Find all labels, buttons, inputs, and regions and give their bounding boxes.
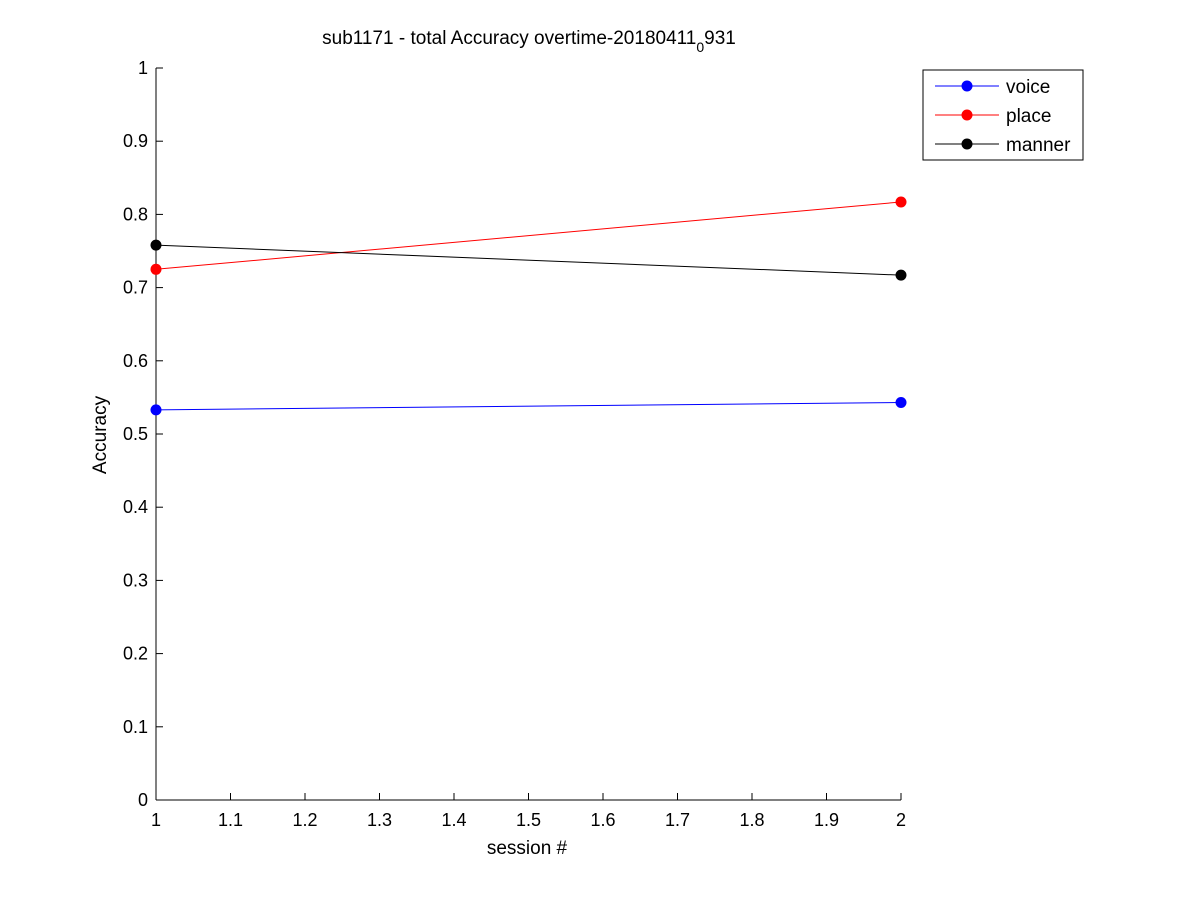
- data-point-manner: [150, 239, 162, 251]
- series-line-voice: [155, 402, 902, 411]
- legend-marker-place: [961, 109, 973, 121]
- legend-entry-voice: voice: [935, 77, 1050, 98]
- x-tick-label: 1.2: [292, 810, 317, 830]
- y-tick-label: 0.8: [123, 204, 148, 224]
- legend: voice place manner: [922, 69, 1084, 161]
- legend-label-voice: voice: [1006, 77, 1050, 98]
- y-tick-label: 0.2: [123, 644, 148, 664]
- x-tick-label: 1.3: [367, 810, 392, 830]
- y-tick-label: 0: [138, 790, 148, 810]
- series-manner: [150, 239, 907, 281]
- legend-marker-manner: [961, 138, 973, 150]
- data-point-voice: [150, 404, 162, 416]
- data-point-manner: [895, 269, 907, 281]
- chart-title-suffix: 931: [704, 28, 736, 49]
- chart-title: sub1171 - total Accuracy overtime-201804…: [322, 28, 736, 55]
- legend-label-manner: manner: [1006, 135, 1071, 156]
- x-tick-label: 2: [896, 810, 906, 830]
- y-tick-label: 0.7: [123, 278, 148, 298]
- chart-title-main: sub1171 - total Accuracy overtime-201804…: [322, 28, 696, 49]
- series-line-place: [155, 201, 902, 270]
- y-tick-label: 0.3: [123, 570, 148, 590]
- series-line-manner: [155, 244, 902, 276]
- legend-entry-manner: manner: [935, 135, 1071, 156]
- x-tick-label: 1.8: [739, 810, 764, 830]
- data-point-place: [895, 196, 907, 208]
- data-point-place: [150, 263, 162, 275]
- y-tick-label: 0.1: [123, 717, 148, 737]
- x-tick-label: 1.1: [218, 810, 243, 830]
- y-tick-label: 0.5: [123, 424, 148, 444]
- legend-entry-place: place: [935, 106, 1051, 127]
- data-series: [150, 196, 907, 416]
- chart-title-subscript: 0: [696, 39, 704, 55]
- y-tick-label: 0.4: [123, 497, 148, 517]
- x-axis-label: session #: [487, 838, 568, 859]
- x-tick-label: 1.9: [814, 810, 839, 830]
- x-tick-label: 1.6: [590, 810, 615, 830]
- series-place: [150, 196, 907, 275]
- x-tick-label: 1.7: [665, 810, 690, 830]
- tick-marks: 1 1.1 1.2 1.3 1.4 1.5 1.6 1.7 1.8 1.9 2 0 0.1 0.2 0.3 0…: [123, 58, 906, 830]
- x-tick-label: 1: [151, 810, 161, 830]
- y-axis-label: Accuracy: [90, 395, 111, 474]
- y-tick-label: 0.9: [123, 131, 148, 151]
- data-point-voice: [895, 397, 907, 409]
- x-tick-label: 1.4: [441, 810, 466, 830]
- legend-marker-voice: [961, 80, 973, 92]
- series-voice: [150, 397, 907, 416]
- y-tick-label: 0.6: [123, 351, 148, 371]
- x-tick-label: 1.5: [516, 810, 541, 830]
- axes: [155, 68, 901, 801]
- legend-label-place: place: [1006, 106, 1051, 127]
- y-tick-label: 1: [138, 58, 148, 78]
